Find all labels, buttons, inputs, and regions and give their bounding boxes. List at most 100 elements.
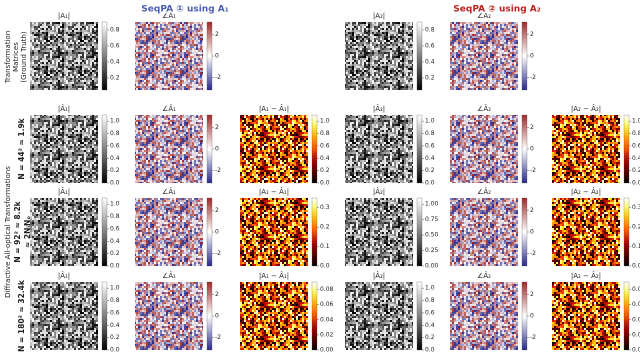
panel-title: |Â₂|: [373, 104, 385, 113]
panel-title: |Â₁|: [58, 187, 70, 196]
panel-title: |A₂ − Â₂|: [571, 271, 601, 280]
row-label: ≈ 2NᵢNₒ: [23, 216, 32, 248]
colorbar-tick-label: -2: [530, 74, 536, 81]
row-label: N = 44² ≈ 1.9k: [17, 117, 26, 179]
colorbar-tick-label: 0.2: [425, 167, 435, 174]
colorbar-tick-label: 0.0: [110, 180, 120, 187]
panel-image: [345, 22, 413, 90]
colorbar: [101, 21, 108, 91]
colorbar-tick-label: 0.6: [320, 142, 330, 149]
colorbar-tick-label: 0.2: [632, 167, 640, 174]
colorbar-tick-label: 0.4: [110, 59, 120, 66]
panel-title: ∠Â₁: [162, 187, 176, 196]
colorbar-tick-label: 0.08: [632, 286, 640, 293]
colorbar-tick-label: 0.4: [425, 59, 435, 66]
colorbar-tick-label: 0.4: [110, 322, 120, 329]
colorbar-tick-label: 0.6: [425, 309, 435, 316]
colorbar-tick-label: 0.00: [632, 347, 640, 352]
colorbar-tick-label: 1.0: [320, 118, 330, 125]
colorbar: [521, 114, 528, 184]
header-left: SeqPA ① using A₁: [141, 5, 228, 15]
colorbar-tick-label: -2: [215, 250, 221, 257]
panel-image: [135, 282, 203, 350]
colorbar-tick-label: 1.0: [110, 201, 120, 208]
panel-title: |A₁|: [58, 12, 70, 20]
panel-image: [345, 198, 413, 266]
colorbar-tick-label: 2: [530, 291, 534, 298]
colorbar: [206, 281, 213, 351]
colorbar-tick-label: 0.8: [425, 130, 435, 137]
colorbar-tick-label: 0.2: [110, 250, 120, 257]
colorbar-tick-label: 0.8: [425, 297, 435, 304]
colorbar-tick-label: 0.2: [110, 167, 120, 174]
colorbar-tick-label: 1.0: [110, 118, 120, 125]
colorbar-tick-label: 0: [215, 313, 219, 320]
colorbar-tick-label: 0.02: [320, 331, 334, 338]
colorbar-tick-label: 0.8: [632, 130, 640, 137]
colorbar-tick-label: -2: [215, 334, 221, 341]
colorbar-tick-label: 0.2: [425, 334, 435, 341]
colorbar-tick-label: 0.1: [632, 243, 640, 250]
colorbar-tick-label: 0.4: [632, 155, 640, 162]
colorbar-tick-label: 1.0: [425, 118, 435, 125]
colorbar-tick-label: 0: [530, 53, 534, 60]
colorbar-tick-label: 0.04: [632, 316, 640, 323]
panel-image: [552, 198, 620, 266]
panel-title: ∠Â₁: [162, 271, 176, 280]
colorbar-tick-label: 0.6: [110, 309, 120, 316]
colorbar-tick-label: 0.8: [425, 27, 435, 34]
colorbar-tick-label: 2: [530, 207, 534, 214]
panel-image: [30, 198, 98, 266]
panel-title: |A₁ − Â₁|: [259, 187, 289, 196]
panel-title: |Â₁|: [58, 104, 70, 113]
colorbar-tick-label: 0.8: [110, 297, 120, 304]
colorbar: [416, 197, 423, 267]
colorbar-tick-label: 0.00: [425, 263, 439, 270]
colorbar-tick-label: 0.0: [110, 347, 120, 352]
colorbar-tick-label: 1.0: [425, 285, 435, 292]
colorbar-tick-label: 0.8: [320, 130, 330, 137]
side-label: (Ground Truth): [20, 31, 28, 82]
colorbar-tick-label: 0.2: [110, 334, 120, 341]
colorbar-tick-label: 0.06: [320, 301, 334, 308]
colorbar: [206, 197, 213, 267]
panel-image: [240, 282, 308, 350]
panel-image: [552, 282, 620, 350]
panel-image: [135, 22, 203, 90]
row-label: N = 180² ≈ 32.4k: [17, 279, 26, 352]
header-right: SeqPA ② using A₂: [453, 5, 540, 15]
colorbar: [101, 114, 108, 184]
colorbar: [623, 281, 630, 351]
panel-image: [450, 198, 518, 266]
colorbar: [101, 197, 108, 267]
colorbar-tick-label: 0.3: [320, 204, 330, 211]
colorbar-tick-label: 0.4: [110, 238, 120, 245]
panel-image: [135, 198, 203, 266]
colorbar-tick-label: -2: [215, 167, 221, 174]
colorbar-tick-label: 0.0: [320, 263, 330, 270]
colorbar-tick-label: 0.0: [632, 263, 640, 270]
colorbar: [521, 197, 528, 267]
panel-image: [450, 115, 518, 183]
colorbar: [311, 114, 318, 184]
colorbar-tick-label: 0.04: [320, 316, 334, 323]
colorbar-tick-label: 0.2: [632, 224, 640, 231]
colorbar: [416, 114, 423, 184]
colorbar: [206, 21, 213, 91]
panel-image: [30, 115, 98, 183]
colorbar-tick-label: 0: [215, 53, 219, 60]
colorbar: [521, 21, 528, 91]
colorbar-tick-label: -2: [530, 250, 536, 257]
colorbar-tick-label: 0.2: [110, 75, 120, 82]
panel-image: [552, 115, 620, 183]
panel-image: [345, 115, 413, 183]
colorbar-tick-label: 0.06: [632, 301, 640, 308]
colorbar-tick-label: 0.6: [110, 43, 120, 50]
colorbar-tick-label: 0.4: [110, 155, 120, 162]
colorbar-tick-label: -2: [215, 74, 221, 81]
colorbar-tick-label: 0.0: [320, 180, 330, 187]
colorbar-tick-label: 0.4: [425, 155, 435, 162]
colorbar-tick-label: 0.3: [632, 204, 640, 211]
colorbar-tick-label: 0.08: [320, 286, 334, 293]
colorbar-tick-label: 1.0: [632, 118, 640, 125]
